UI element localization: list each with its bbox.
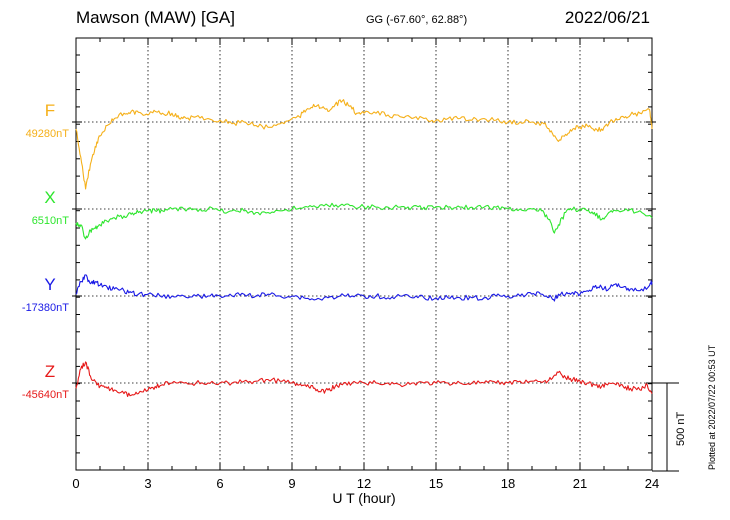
component-label-z: Z bbox=[45, 362, 55, 381]
station-title: Mawson (MAW) [GA] bbox=[76, 8, 235, 27]
x-tick-label: 12 bbox=[357, 476, 371, 491]
series-line-y bbox=[75, 274, 653, 302]
series-line-f bbox=[75, 99, 653, 190]
component-label-y: Y bbox=[44, 275, 55, 294]
x-tick-label: 0 bbox=[72, 476, 79, 491]
x-axis-label: U T (hour) bbox=[332, 490, 395, 506]
x-tick-label: 24 bbox=[645, 476, 659, 491]
baseline-value-z: -45640nT bbox=[22, 389, 69, 401]
plotted-timestamp: Plotted at 2022/07/22 00:53 UT bbox=[707, 344, 717, 470]
baseline-value-y: -17380nT bbox=[22, 302, 69, 314]
series-line-x bbox=[75, 202, 653, 240]
series-line-z bbox=[75, 361, 653, 398]
x-tick-label: 9 bbox=[288, 476, 295, 491]
x-tick-label: 15 bbox=[429, 476, 443, 491]
component-label-x: X bbox=[44, 188, 55, 207]
geographic-coordinates: GG (-67.60°, 62.88°) bbox=[366, 14, 468, 26]
plot-date: 2022/06/21 bbox=[564, 8, 650, 27]
component-label-f: F bbox=[45, 101, 55, 120]
x-tick-label: 6 bbox=[216, 476, 223, 491]
scale-bar-label: 500 nT bbox=[675, 411, 687, 446]
x-tick-label: 21 bbox=[573, 476, 587, 491]
x-tick-label: 3 bbox=[144, 476, 151, 491]
baseline-value-x: 6510nT bbox=[32, 215, 70, 227]
baseline-value-f: 49280nT bbox=[26, 128, 70, 140]
x-tick-label: 18 bbox=[501, 476, 515, 491]
